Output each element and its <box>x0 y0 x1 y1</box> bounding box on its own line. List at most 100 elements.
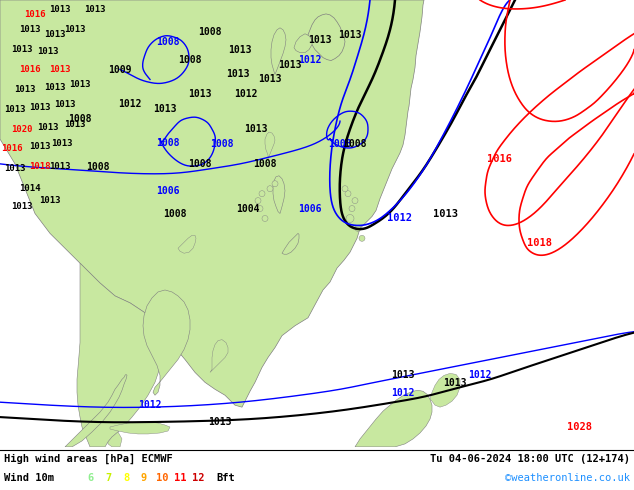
Polygon shape <box>108 432 122 447</box>
Text: 1012: 1012 <box>391 388 415 398</box>
Polygon shape <box>355 390 432 447</box>
Text: 1012: 1012 <box>387 214 413 223</box>
Text: 1012: 1012 <box>234 89 258 99</box>
Circle shape <box>272 181 278 187</box>
Text: 1013: 1013 <box>308 35 332 45</box>
Text: 1013: 1013 <box>4 105 26 114</box>
Text: 1013: 1013 <box>84 5 106 14</box>
Text: Bft: Bft <box>216 473 235 483</box>
Text: 1008: 1008 <box>68 114 92 124</box>
Circle shape <box>349 206 355 212</box>
Text: 1013: 1013 <box>391 370 415 380</box>
Polygon shape <box>430 373 460 407</box>
Polygon shape <box>273 176 285 214</box>
Text: 11: 11 <box>174 473 186 483</box>
Text: 1008: 1008 <box>178 54 202 65</box>
Text: Wind 10m: Wind 10m <box>4 473 54 483</box>
Text: 10: 10 <box>156 473 168 483</box>
Text: 1018: 1018 <box>29 162 51 171</box>
Text: 1013: 1013 <box>64 25 86 34</box>
Text: 1008: 1008 <box>328 139 352 149</box>
Text: 1013: 1013 <box>69 80 91 89</box>
Text: 1012: 1012 <box>119 99 142 109</box>
Text: 1014: 1014 <box>19 184 41 193</box>
Circle shape <box>267 186 273 192</box>
Text: 1008: 1008 <box>86 162 110 172</box>
Text: 1013: 1013 <box>188 89 212 99</box>
Text: 1013: 1013 <box>208 417 232 427</box>
Text: 1009: 1009 <box>108 65 132 74</box>
Text: 1008: 1008 <box>163 209 187 219</box>
Circle shape <box>255 197 261 203</box>
Text: 1013: 1013 <box>153 104 177 114</box>
Text: 1016: 1016 <box>1 145 23 153</box>
Text: 1013: 1013 <box>226 70 250 79</box>
Text: 1008: 1008 <box>156 138 180 148</box>
Polygon shape <box>178 235 196 253</box>
Polygon shape <box>210 340 228 372</box>
Text: 1013: 1013 <box>44 83 66 92</box>
Circle shape <box>342 186 348 192</box>
Text: 1013: 1013 <box>278 60 302 70</box>
Text: 1013: 1013 <box>51 140 73 148</box>
Text: 1013: 1013 <box>44 30 66 39</box>
Text: 1013: 1013 <box>29 103 51 112</box>
Text: High wind areas [hPa] ECMWF: High wind areas [hPa] ECMWF <box>4 454 172 464</box>
Text: 1013: 1013 <box>37 47 59 56</box>
Text: 1013: 1013 <box>37 122 59 132</box>
Text: 1008: 1008 <box>188 159 212 169</box>
Text: 1018: 1018 <box>527 238 552 248</box>
Text: 1013: 1013 <box>4 164 26 173</box>
Text: 1028: 1028 <box>567 422 593 432</box>
Text: 9: 9 <box>141 473 147 483</box>
Polygon shape <box>282 233 299 254</box>
Text: 1006: 1006 <box>156 186 180 196</box>
Polygon shape <box>308 14 345 61</box>
Text: ©weatheronline.co.uk: ©weatheronline.co.uk <box>505 473 630 483</box>
Circle shape <box>262 216 268 221</box>
Circle shape <box>346 215 354 222</box>
Text: 1013: 1013 <box>39 196 61 205</box>
Text: 1016: 1016 <box>488 154 512 164</box>
Text: 1013: 1013 <box>11 202 33 211</box>
Polygon shape <box>265 132 275 159</box>
Text: 6: 6 <box>87 473 93 483</box>
Polygon shape <box>110 422 170 434</box>
Text: 1008: 1008 <box>343 139 366 149</box>
Text: Tu 04-06-2024 18:00 UTC (12+174): Tu 04-06-2024 18:00 UTC (12+174) <box>430 454 630 464</box>
Text: 1013: 1013 <box>49 5 71 14</box>
Text: 1013: 1013 <box>19 25 41 34</box>
Polygon shape <box>294 34 312 52</box>
Text: 1013: 1013 <box>49 162 71 171</box>
Polygon shape <box>143 290 190 395</box>
Text: 1008: 1008 <box>198 27 222 37</box>
Polygon shape <box>77 263 162 447</box>
Text: 1004: 1004 <box>236 203 260 214</box>
Polygon shape <box>271 28 286 74</box>
Text: 1013: 1013 <box>29 143 51 151</box>
Circle shape <box>359 235 365 241</box>
Text: 1006: 1006 <box>298 203 321 214</box>
Circle shape <box>345 191 351 196</box>
Circle shape <box>355 225 361 231</box>
Text: 1013: 1013 <box>55 100 75 109</box>
Text: 1013: 1013 <box>228 45 252 55</box>
Text: 7: 7 <box>105 473 111 483</box>
Text: 1013: 1013 <box>432 209 458 219</box>
Text: 1013: 1013 <box>11 45 33 54</box>
Text: 1012: 1012 <box>298 54 321 65</box>
Text: 1020: 1020 <box>11 124 33 134</box>
Text: 1012: 1012 <box>469 370 492 380</box>
Circle shape <box>257 206 263 212</box>
Text: 1016: 1016 <box>19 65 41 74</box>
Text: 1012: 1012 <box>138 400 162 410</box>
Text: 1013: 1013 <box>339 30 362 40</box>
Text: 1016: 1016 <box>24 10 46 20</box>
Circle shape <box>259 191 265 196</box>
Text: 1013: 1013 <box>244 124 268 134</box>
Text: 1008: 1008 <box>156 37 180 47</box>
Text: 1013: 1013 <box>258 74 281 84</box>
Circle shape <box>352 197 358 203</box>
Text: 12: 12 <box>191 473 204 483</box>
Text: 1008: 1008 <box>253 159 277 169</box>
